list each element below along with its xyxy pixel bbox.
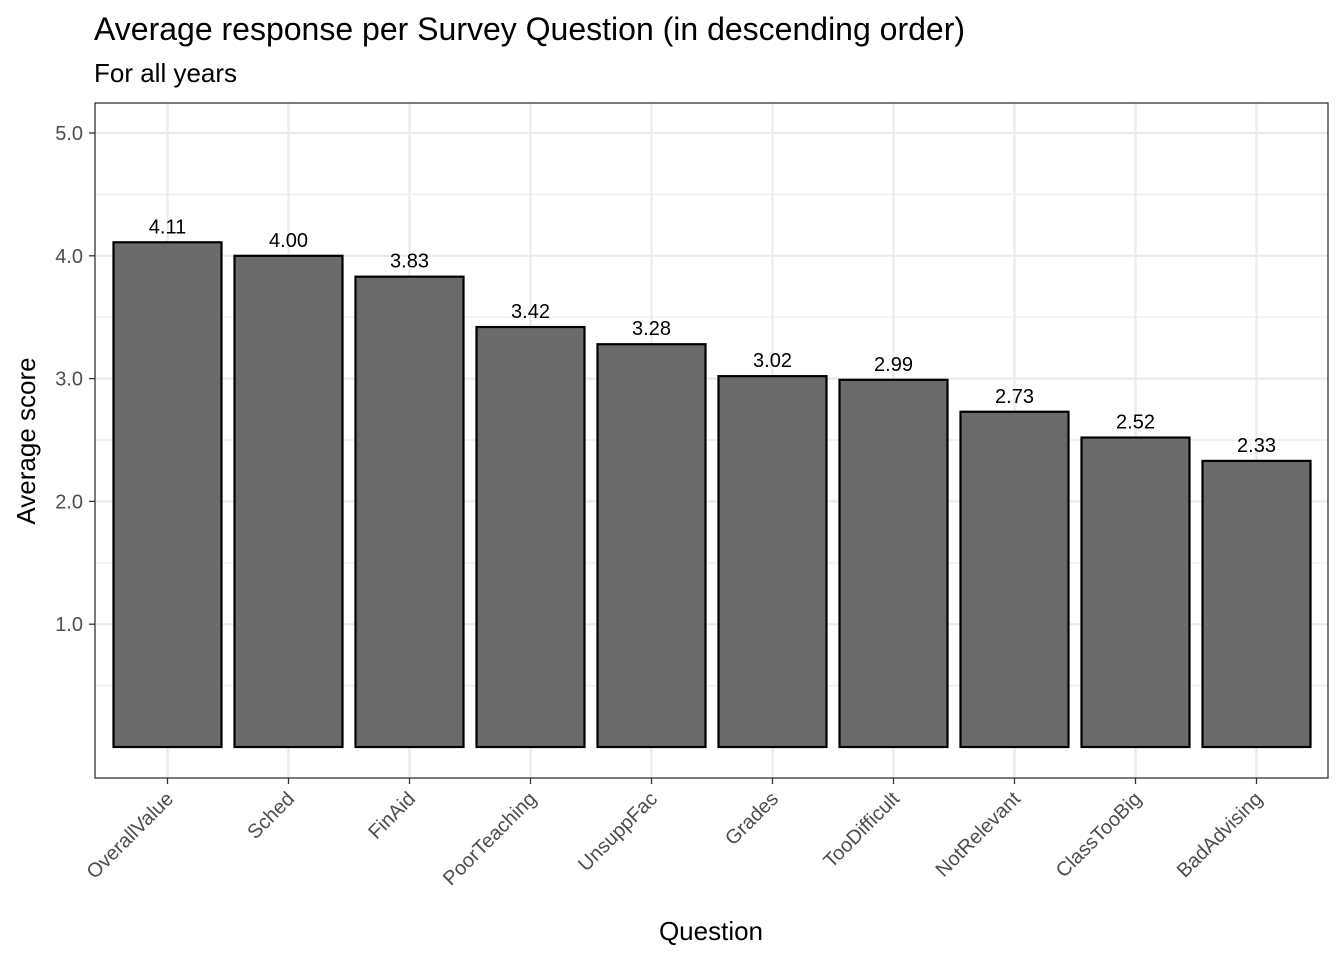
x-tick-label: OverallValue: [83, 788, 178, 883]
x-tick-label: Grades: [721, 788, 783, 850]
x-tick-label: TooDifficult: [820, 788, 905, 873]
bar-PoorTeaching: [475, 325, 586, 749]
bar-OverallValue: [112, 241, 223, 749]
bar-NotRelevant: [959, 410, 1070, 749]
bar-Sched: [233, 254, 344, 749]
x-tick-label: BadAdvising: [1173, 788, 1267, 882]
data-labels: 4.11 4.00 3.83 3.42 3.28 3.02 2.99 2.73 2.52 2.33: [149, 216, 1276, 457]
data-label: 2.99: [874, 354, 913, 376]
y-tick-label: 4.0: [55, 246, 83, 268]
data-label: 2.33: [1237, 435, 1276, 457]
bar-Grades: [717, 375, 828, 749]
x-tick-label: Sched: [243, 788, 299, 844]
y-axis: 1.0 2.0 3.0 4.0 5.0: [55, 123, 95, 636]
data-label: 4.00: [269, 230, 308, 252]
bar-BadAdvising: [1201, 459, 1312, 749]
x-tick-label: PoorTeaching: [439, 788, 541, 890]
bars: [112, 241, 1312, 749]
bar-ClassTooBig: [1080, 436, 1191, 749]
x-tick-label: UnsuppFac: [574, 788, 662, 876]
data-label: 3.83: [390, 251, 429, 273]
data-label: 3.02: [753, 350, 792, 372]
chart-title: Average response per Survey Question (in…: [94, 11, 965, 47]
data-label: 2.73: [995, 386, 1034, 408]
bar-FinAid: [354, 275, 465, 749]
data-label: 3.28: [632, 318, 671, 340]
y-tick-label: 3.0: [55, 369, 83, 391]
x-tick-label: NotRelevant: [932, 788, 1026, 882]
bar-TooDifficult: [838, 378, 949, 749]
y-tick-label: 2.0: [55, 491, 83, 513]
data-label: 3.42: [511, 301, 550, 323]
y-tick-label: 1.0: [55, 614, 83, 636]
x-tick-label: FinAid: [364, 788, 420, 844]
y-tick-label: 5.0: [55, 123, 83, 145]
data-label: 4.11: [149, 216, 186, 238]
bar-UnsuppFac: [596, 343, 707, 749]
plot-panel-border: [94, 102, 1329, 779]
x-axis: OverallValue Sched FinAid PoorTeaching Unsup…: [83, 778, 1267, 890]
chart-subtitle: For all years: [94, 58, 237, 88]
x-tick-label: ClassTooBig: [1052, 788, 1146, 882]
y-axis-title: Average score: [11, 357, 41, 524]
data-label: 2.52: [1116, 412, 1155, 434]
x-axis-title: Question: [659, 916, 763, 946]
